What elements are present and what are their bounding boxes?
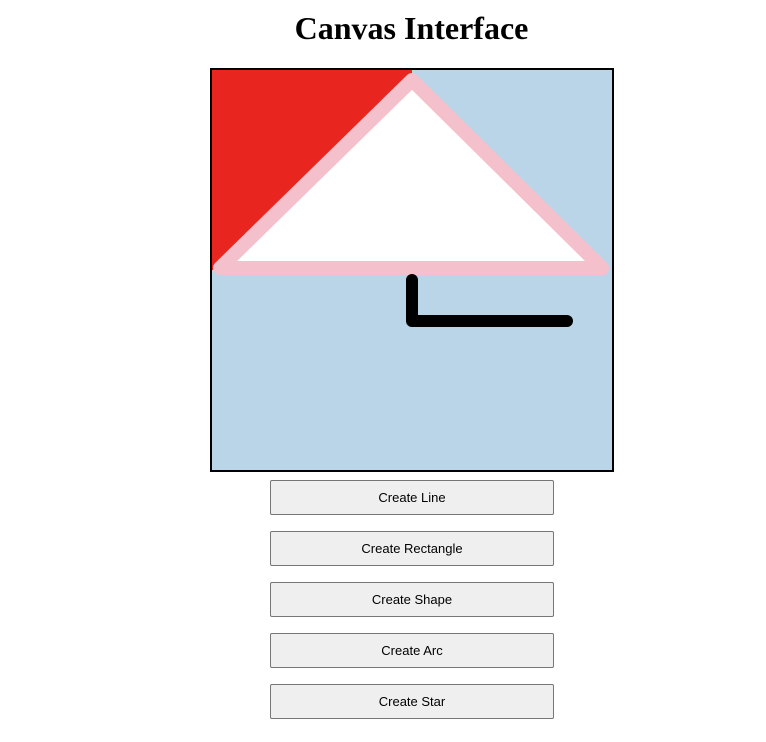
create-arc-button[interactable]: Create Arc — [270, 633, 554, 668]
black-line — [406, 274, 573, 327]
white-triangle — [213, 73, 609, 275]
create-rectangle-button[interactable]: Create Rectangle — [270, 531, 554, 566]
drawing-canvas[interactable] — [210, 68, 614, 472]
create-shape-button[interactable]: Create Shape — [270, 582, 554, 617]
create-line-button[interactable]: Create Line — [270, 480, 554, 515]
page-title: Canvas Interface — [294, 10, 529, 46]
create-star-button[interactable]: Create Star — [270, 684, 554, 719]
canvas-drawing — [212, 70, 612, 470]
